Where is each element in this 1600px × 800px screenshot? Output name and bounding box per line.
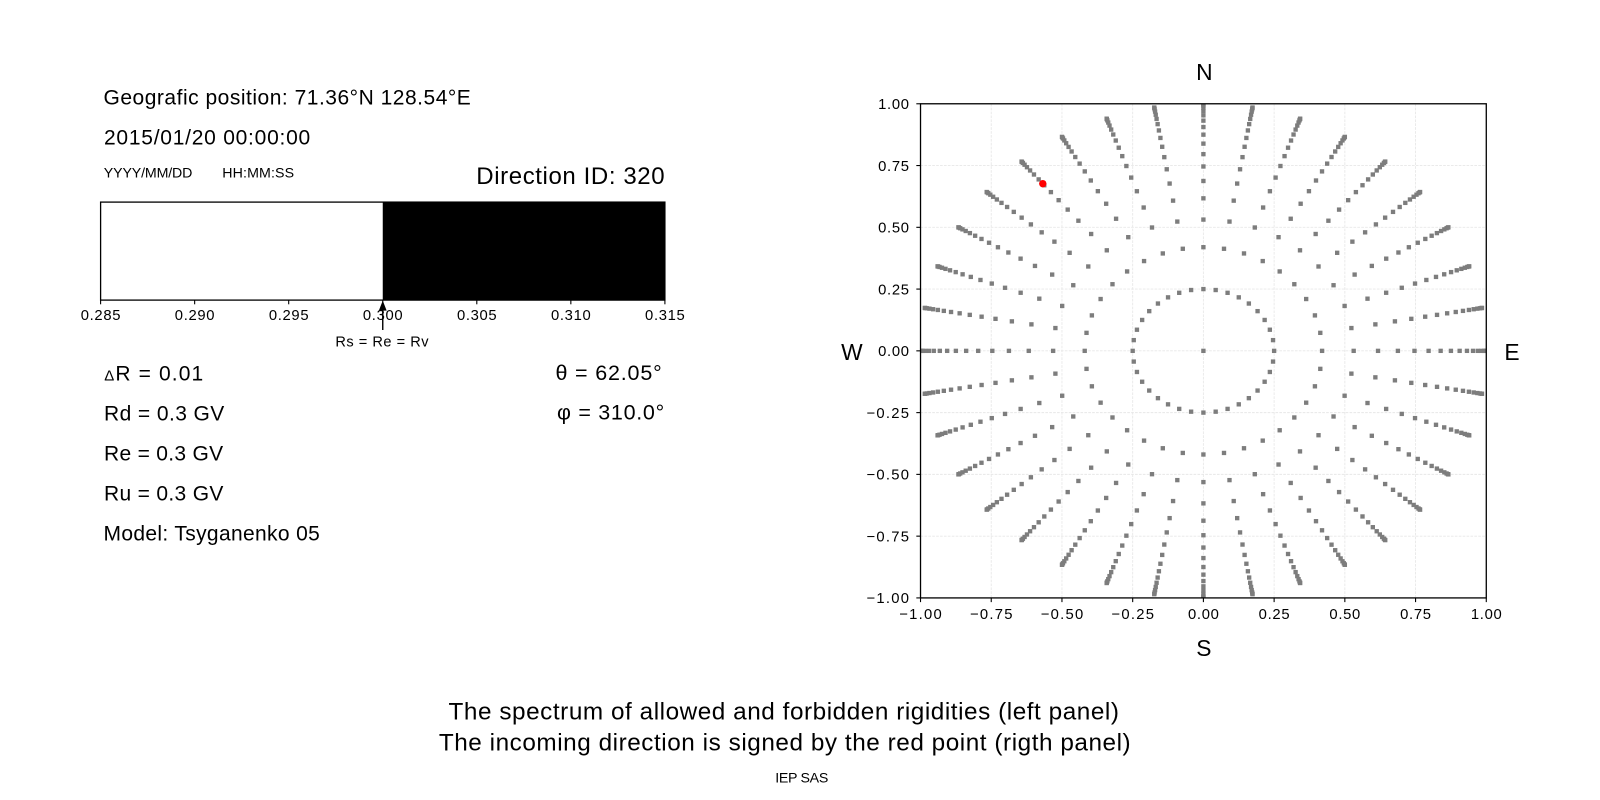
svg-text:2015/01/20 00:00:00: 2015/01/20 00:00:00 bbox=[104, 127, 310, 150]
svg-text:−1.00: −1.00 bbox=[899, 607, 942, 623]
svg-text:0.75: 0.75 bbox=[1400, 607, 1431, 623]
svg-text:The spectrum of allowed and fo: The spectrum of allowed and forbidden ri… bbox=[449, 699, 1119, 726]
svg-text:−0.25: −0.25 bbox=[1111, 607, 1154, 623]
svg-text:−1.00: −1.00 bbox=[867, 591, 910, 607]
svg-text:0.00: 0.00 bbox=[1188, 607, 1219, 623]
svg-text:−0.75: −0.75 bbox=[970, 607, 1013, 623]
svg-text:N: N bbox=[1196, 59, 1212, 85]
svg-text:The incoming direction is sign: The incoming direction is signed by the … bbox=[439, 730, 1131, 757]
svg-text:0.00: 0.00 bbox=[878, 344, 909, 360]
svg-text:0.310: 0.310 bbox=[551, 308, 591, 324]
svg-text:1.00: 1.00 bbox=[878, 97, 909, 113]
svg-text:0.295: 0.295 bbox=[269, 308, 309, 324]
svg-text:IEP SAS: IEP SAS bbox=[775, 771, 828, 787]
svg-text:1.00: 1.00 bbox=[1471, 607, 1502, 623]
svg-text:ΔR = 0.01: ΔR = 0.01 bbox=[104, 363, 203, 386]
svg-text:−0.25: −0.25 bbox=[867, 406, 910, 422]
svg-text:HH:MM:SS: HH:MM:SS bbox=[222, 166, 294, 182]
svg-text:θ = 62.05°: θ = 62.05° bbox=[556, 361, 662, 385]
svg-text:Rs = Re = Rv: Rs = Re = Rv bbox=[335, 334, 429, 350]
svg-text:0.290: 0.290 bbox=[175, 308, 215, 324]
svg-text:0.285: 0.285 bbox=[81, 308, 121, 324]
svg-text:Direction ID: 320: Direction ID: 320 bbox=[476, 163, 664, 190]
svg-text:φ = 310.0°: φ = 310.0° bbox=[557, 401, 664, 425]
svg-text:Rd = 0.3 GV: Rd = 0.3 GV bbox=[104, 402, 224, 425]
svg-text:0.50: 0.50 bbox=[878, 221, 909, 237]
svg-text:0.50: 0.50 bbox=[1329, 607, 1360, 623]
svg-text:Model: Tsyganenko 05: Model: Tsyganenko 05 bbox=[104, 522, 320, 545]
svg-text:Geografic position: 71.36°N 12: Geografic position: 71.36°N 128.54°E bbox=[104, 86, 471, 109]
svg-text:0.25: 0.25 bbox=[878, 282, 909, 298]
svg-text:YYYY/MM/DD: YYYY/MM/DD bbox=[104, 166, 193, 182]
svg-text:0.305: 0.305 bbox=[457, 308, 497, 324]
svg-text:W: W bbox=[841, 339, 863, 365]
svg-text:S: S bbox=[1196, 635, 1211, 661]
svg-text:0.315: 0.315 bbox=[645, 308, 685, 324]
svg-text:−0.75: −0.75 bbox=[867, 529, 910, 545]
svg-text:0.75: 0.75 bbox=[878, 159, 909, 175]
svg-text:E: E bbox=[1504, 339, 1519, 365]
svg-text:−0.50: −0.50 bbox=[1041, 607, 1084, 623]
svg-text:Re = 0.3 GV: Re = 0.3 GV bbox=[104, 442, 223, 465]
svg-text:−0.50: −0.50 bbox=[867, 468, 910, 484]
svg-text:Ru = 0.3 GV: Ru = 0.3 GV bbox=[104, 482, 223, 505]
svg-text:0.25: 0.25 bbox=[1259, 607, 1290, 623]
